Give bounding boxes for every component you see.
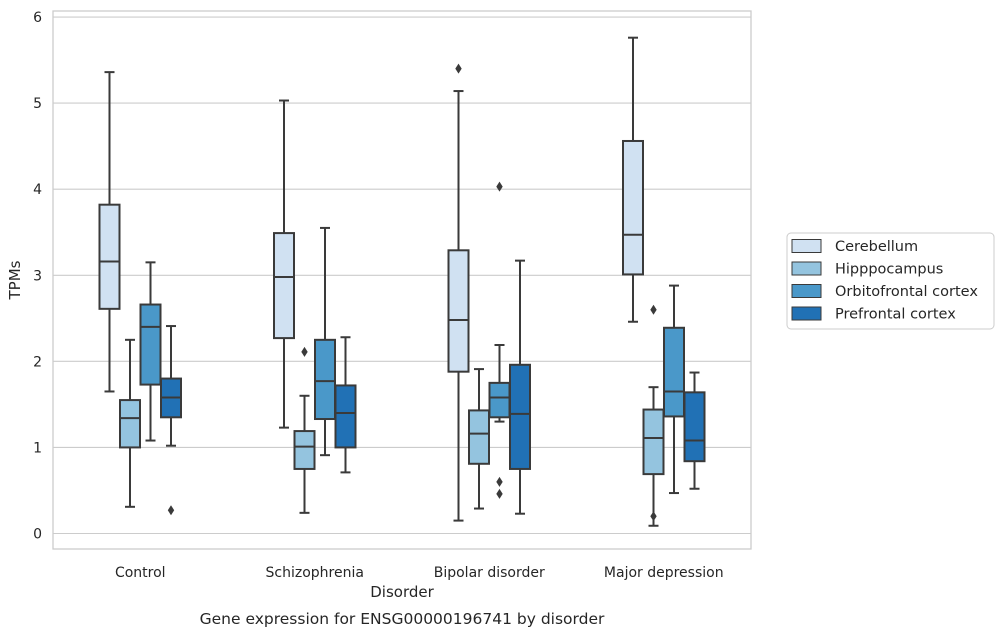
legend-label: Hipppocampus [835,262,943,278]
box-group [447,63,470,522]
box [314,338,336,421]
box-group [314,226,336,457]
box-group [622,36,644,323]
series-0 [98,36,644,522]
x-axis-label: Disorder [370,583,434,601]
legend-swatch [791,261,822,276]
box [468,409,490,465]
box-group [293,346,316,514]
y-tick-label: 5 [33,96,42,112]
series-3 [160,259,706,516]
y-tick-label: 1 [33,440,42,456]
box [663,326,685,418]
box-group [119,338,141,508]
box-group [98,71,121,393]
y-tick-label: 4 [33,182,42,198]
box [622,139,644,276]
x-tick-label: Control [115,565,166,581]
y-axis-label: TPMs [6,260,24,300]
box-group [683,371,706,490]
box [488,381,511,419]
plot-frame [52,10,752,550]
legend-label: Cerebellum [835,239,918,255]
x-axis-ticks: Control Schizophrenia Bipolar disorder Majo… [115,565,724,581]
box [273,232,295,340]
box [119,399,141,449]
box-plot-series [98,36,706,527]
series-2 [139,181,685,499]
box-group [468,368,490,510]
outlier-point [650,511,657,522]
chart-caption: Gene expression for ENSG00000196741 by d… [200,610,605,628]
box-group [642,304,665,527]
box-group [273,99,295,429]
grid-lines [53,16,751,535]
box [334,384,357,449]
y-tick-label: 2 [33,354,42,370]
outlier-point [455,63,462,74]
box [642,408,665,476]
legend: Cerebellum Hipppocampus Orbitofrontal cort… [786,232,995,330]
box-group [509,259,531,515]
box [447,249,470,373]
series-1 [119,304,665,527]
x-tick-label: Schizophrenia [266,565,364,581]
outlier-point [496,181,503,192]
box-group [160,325,182,516]
x-tick-label: Major depression [604,565,724,581]
box-group [139,261,162,442]
legend-swatch [791,306,822,321]
box-group [334,336,357,474]
y-tick-label: 0 [33,527,42,543]
legend-label: Orbitofrontal cortex [835,284,978,300]
outlier-point [167,505,175,516]
box [509,363,531,470]
y-tick-label: 3 [33,268,42,284]
box [683,391,706,463]
legend-swatch [791,239,822,253]
box [139,303,162,386]
outlier-point [496,488,503,499]
box-group [488,181,511,499]
box [293,430,316,470]
outlier-point [301,346,308,357]
legend-swatch [791,284,822,298]
outlier-point [650,304,657,315]
y-axis-ticks: 0 1 2 3 4 5 6 [33,10,42,542]
y-tick-label: 6 [33,10,42,26]
outlier-point [496,476,503,487]
legend-frame [786,232,995,330]
x-tick-label: Bipolar disorder [434,565,545,581]
legend-label: Prefrontal cortex [835,307,956,323]
box [98,203,121,310]
box-group [663,284,685,495]
